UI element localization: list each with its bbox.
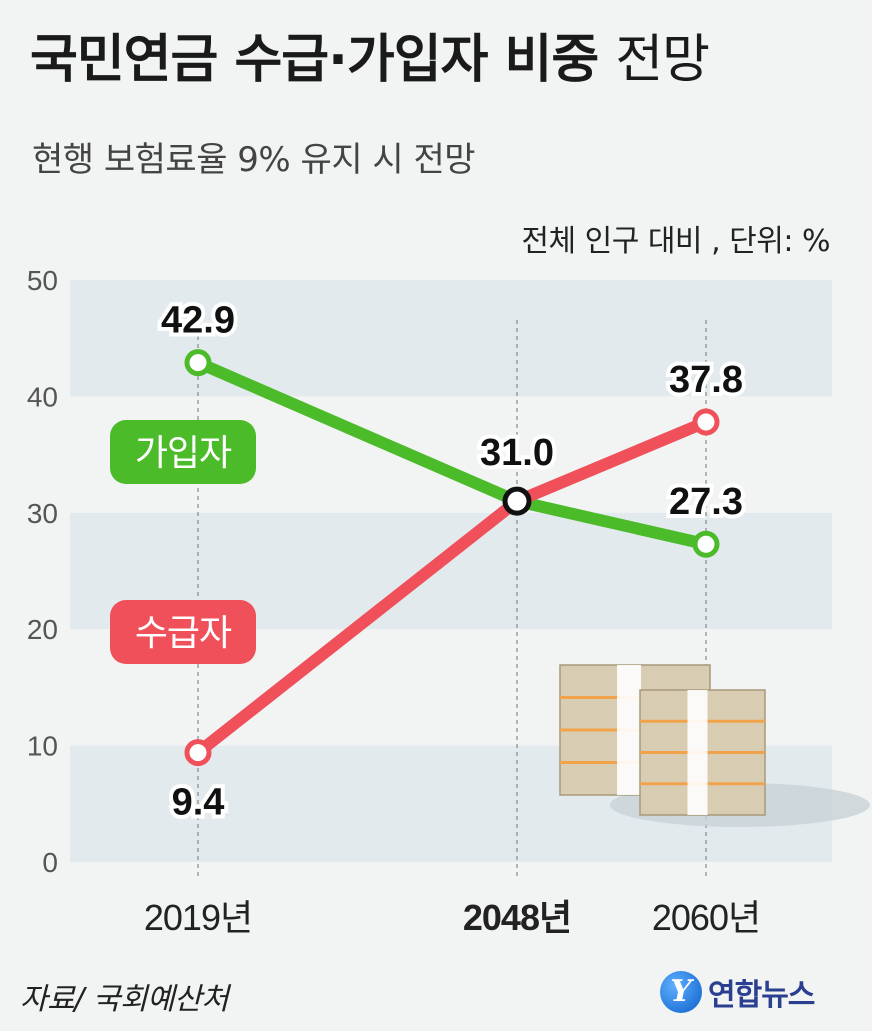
y-tick-label: 20 bbox=[27, 614, 58, 645]
intersection-point bbox=[502, 486, 532, 516]
money-band bbox=[687, 690, 708, 815]
y-tick-label: 10 bbox=[27, 731, 58, 762]
source-note: 자료/ 국회예산처 bbox=[20, 982, 229, 1017]
chart-title-suffix: 전망 bbox=[615, 30, 710, 90]
data-labels: 42.9 31.0 27.3 37.8 9.4 bbox=[157, 296, 747, 828]
data-label: 42.9 bbox=[161, 300, 235, 342]
yonhap-logo-icon: Y bbox=[660, 971, 702, 1013]
plot-band bbox=[70, 280, 832, 397]
legend-pill bbox=[110, 420, 256, 484]
unit-label: 전체 인구 대비 , 단위: % bbox=[521, 224, 830, 259]
money-band bbox=[617, 665, 641, 795]
legend-label: 수급자 bbox=[135, 613, 232, 654]
yonhap-logo-text: 연합뉴스 bbox=[708, 978, 815, 1013]
data-point bbox=[184, 739, 212, 767]
x-tick-label: 2048년 bbox=[463, 897, 571, 938]
data-label: 27.3 bbox=[669, 481, 743, 523]
data-label: 37.8 bbox=[669, 359, 743, 401]
x-tick-label: 2019년 bbox=[144, 897, 252, 938]
legend-label: 가입자 bbox=[135, 433, 232, 474]
data-label: 9.4 bbox=[172, 782, 225, 824]
series-markers bbox=[184, 349, 720, 767]
legend-pill bbox=[110, 600, 256, 664]
y-tick-label: 40 bbox=[27, 381, 58, 412]
money-stack-illustration bbox=[559, 664, 870, 827]
data-point bbox=[692, 408, 720, 436]
data-label: 31.0 bbox=[480, 432, 554, 474]
x-axis: 2019년 2048년 2060년 bbox=[144, 897, 761, 938]
chart-title: 국민연금 수급·가입자 비중 전망 bbox=[30, 30, 710, 90]
yonhap-logo: Y 연합뉴스 bbox=[660, 970, 815, 1014]
chart-title-main: 국민연금 수급·가입자 비중 bbox=[30, 30, 599, 90]
x-tick-label: 2060년 bbox=[652, 897, 760, 938]
y-tick-label: 30 bbox=[27, 498, 58, 529]
y-axis: 0 10 20 30 40 50 bbox=[27, 265, 58, 878]
data-point bbox=[692, 530, 720, 558]
data-point bbox=[184, 349, 212, 377]
y-tick-label: 50 bbox=[27, 265, 58, 296]
y-tick-label: 0 bbox=[42, 847, 58, 878]
chart-subtitle: 현행 보험료율 9% 유지 시 전망 bbox=[32, 140, 476, 180]
